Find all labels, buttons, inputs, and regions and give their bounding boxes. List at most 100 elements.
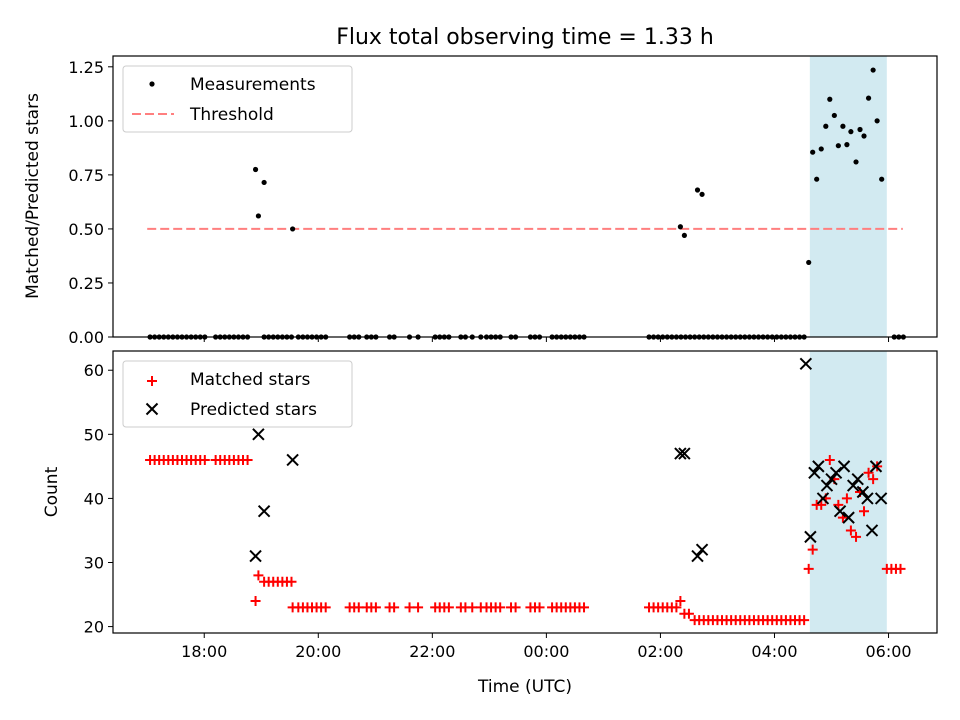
- predicted-star-point: [808, 466, 821, 479]
- top-legend-box: [122, 65, 353, 133]
- measurement-point: [677, 224, 683, 230]
- matched-star-point: [199, 454, 210, 465]
- predicted-star-point: [874, 492, 888, 505]
- measurement-point: [252, 166, 259, 173]
- predicted-star-point: [825, 472, 838, 486]
- predicted-star-point: [842, 511, 855, 524]
- matched-star-point: [868, 474, 879, 485]
- predicted-star-point: [865, 524, 879, 537]
- matched-star-point: [671, 602, 682, 613]
- matched-star-point: [683, 608, 694, 619]
- bottom-legend: Matched stars Predicted stars: [122, 360, 353, 428]
- legend-measurements-marker: [149, 81, 155, 87]
- x-tick-label: 04:00: [751, 642, 797, 661]
- predicted-star-point: [799, 357, 813, 371]
- legend-matched-label: Matched stars: [190, 370, 310, 390]
- top-y-tick-label: 1.25: [68, 58, 104, 77]
- measurement-point: [861, 133, 867, 139]
- x-tick-label: 20:00: [295, 642, 341, 661]
- legend-measurements-label: Measurements: [190, 75, 316, 95]
- bottom-legend-box: [122, 360, 353, 428]
- matched-star-point: [404, 602, 415, 613]
- matched-star-point: [675, 595, 686, 606]
- measurement-point: [699, 191, 705, 197]
- matched-star-point: [250, 595, 261, 606]
- matched-star-point: [851, 531, 862, 542]
- matched-star-point: [389, 602, 400, 613]
- x-tick-label: 00:00: [523, 642, 569, 661]
- top-panel: 0.00 0.25 0.50 0.75 1.00 1.25 Measurements Thre…: [68, 55, 938, 347]
- predicted-star-point: [869, 460, 883, 473]
- measurement-point: [840, 123, 846, 129]
- predicted-star-point: [861, 492, 874, 505]
- bottom-highlight-span: [809, 351, 887, 633]
- matched-star-point: [320, 602, 331, 613]
- top-y-tick-label: 1.00: [68, 112, 104, 131]
- x-tick-label: 22:00: [409, 642, 455, 661]
- matched-star-point: [510, 602, 521, 613]
- bottom-axes-frame: [112, 350, 938, 634]
- top-axes-frame: [112, 55, 938, 338]
- x-tick-label: 06:00: [865, 642, 911, 661]
- legend-predicted-label: Predicted stars: [190, 400, 317, 420]
- legend-matched-marker: [147, 376, 157, 386]
- bottom-y-axis-label: Count: [42, 466, 62, 517]
- matched-star-point: [495, 602, 506, 613]
- measurement-point: [694, 187, 701, 193]
- top-y-tick-label: 0.75: [68, 166, 104, 185]
- matched-star-point: [467, 602, 478, 613]
- top-highlight-span: [809, 56, 887, 337]
- top-y-axis-label: Matched/Predicted stars: [23, 93, 43, 299]
- bottom-panel: 18:00 20:00 22:00 00:00 02:00 04:00 06:00 20 30 4…: [84, 350, 938, 661]
- matched-star-point: [895, 563, 906, 574]
- x-tick-label: 02:00: [637, 642, 683, 661]
- measurement-point: [831, 112, 837, 119]
- measurement-point: [681, 232, 687, 239]
- measurement-point: [865, 95, 872, 101]
- matched-star-point: [443, 602, 454, 613]
- measurement-point: [857, 126, 863, 133]
- matched-star-point: [579, 602, 590, 613]
- measurement-point: [261, 179, 267, 186]
- measurement-point: [827, 96, 833, 102]
- predicted-star-point: [856, 485, 870, 499]
- measurement-point: [870, 67, 876, 73]
- predicted-star-point: [837, 460, 851, 473]
- top-y-tick-label: 0.00: [68, 328, 104, 347]
- matched-star-point: [863, 467, 874, 478]
- measurement-point: [879, 176, 885, 182]
- matched-star-point: [841, 493, 852, 504]
- bottom-y-tick-label: 50: [84, 425, 104, 444]
- measurement-point: [844, 142, 850, 148]
- matched-star-point: [286, 576, 297, 587]
- matched-star-point: [534, 602, 545, 613]
- x-tick-label: 18:00: [181, 642, 227, 661]
- bottom-y-tick-label: 60: [84, 361, 104, 380]
- predicted-star-point: [833, 505, 847, 518]
- matched-star-point: [824, 454, 835, 465]
- predicted-star-point: [691, 549, 704, 563]
- measurement-point: [255, 213, 262, 219]
- matched-star-point: [807, 544, 818, 555]
- predicted-star-point: [286, 453, 299, 467]
- legend-threshold-label: Threshold: [189, 105, 274, 125]
- measurement-point: [814, 176, 820, 182]
- predicted-star-point: [829, 466, 843, 479]
- measurement-point: [835, 143, 841, 149]
- measurement-point: [823, 123, 829, 129]
- predicted-star-point: [816, 492, 830, 505]
- predicted-star-point: [820, 479, 834, 492]
- top-legend: Measurements Threshold: [122, 65, 353, 133]
- predicted-star-point: [695, 543, 709, 556]
- matched-star-point: [859, 506, 870, 517]
- measurement-point: [810, 149, 816, 155]
- predicted-star-point: [846, 479, 860, 492]
- chart-title: Flux total observing time = 1.33 h: [336, 25, 714, 50]
- matched-star-point: [253, 570, 264, 581]
- measurement-point: [818, 146, 824, 152]
- predicted-star-point: [674, 447, 687, 460]
- bottom-y-tick-label: 30: [84, 554, 104, 573]
- predicted-star-point: [249, 549, 262, 563]
- top-y-tick-label: 0.25: [68, 274, 104, 293]
